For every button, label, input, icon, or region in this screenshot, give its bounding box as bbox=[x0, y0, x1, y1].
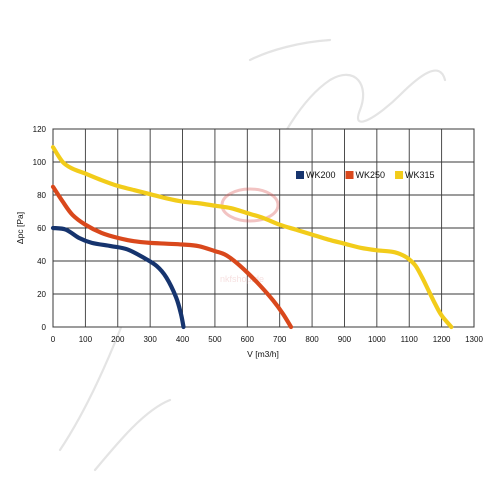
legend-swatch bbox=[296, 171, 304, 179]
legend-label: WK200 bbox=[306, 170, 336, 180]
y-tick-label: 60 bbox=[37, 224, 46, 233]
legend-label: WK315 bbox=[405, 170, 435, 180]
y-tick-label: 40 bbox=[37, 257, 46, 266]
x-tick-label: 300 bbox=[143, 335, 157, 344]
series-lines bbox=[50, 145, 454, 330]
x-tick-label: 1200 bbox=[433, 335, 451, 344]
x-tick-label: 1300 bbox=[465, 335, 483, 344]
y-tick-labels: 0 20 40 60 80 100 120 bbox=[33, 125, 47, 332]
series-line-wk250 bbox=[50, 184, 294, 330]
watermark-text: nkfshop.de bbox=[220, 274, 264, 284]
x-axis-label: V [m3/h] bbox=[247, 349, 279, 359]
y-tick-label: 80 bbox=[37, 191, 46, 200]
x-tick-label: 600 bbox=[241, 335, 255, 344]
x-tick-label: 800 bbox=[305, 335, 319, 344]
series-line-wk315 bbox=[50, 145, 454, 330]
x-tick-label: 200 bbox=[111, 335, 125, 344]
legend: WK200 WK250 WK315 bbox=[296, 170, 435, 180]
legend-swatch bbox=[345, 171, 354, 179]
x-tick-label: 100 bbox=[79, 335, 93, 344]
x-tick-label: 1000 bbox=[368, 335, 386, 344]
x-tick-label: 400 bbox=[176, 335, 190, 344]
y-tick-label: 100 bbox=[33, 158, 47, 167]
x-tick-label: 1100 bbox=[401, 335, 419, 344]
legend-swatch bbox=[395, 171, 404, 179]
series-line-wk200 bbox=[50, 225, 186, 330]
x-tick-label: 0 bbox=[51, 335, 56, 344]
y-tick-label: 0 bbox=[42, 323, 47, 332]
y-tick-label: 20 bbox=[37, 290, 46, 299]
grid bbox=[52, 128, 475, 328]
x-tick-label: 900 bbox=[338, 335, 352, 344]
x-tick-label: 500 bbox=[208, 335, 222, 344]
legend-label: WK250 bbox=[356, 170, 386, 180]
y-tick-label: 120 bbox=[33, 125, 47, 134]
y-axis-label: Δpc [Pa] bbox=[15, 212, 25, 244]
x-tick-label: 700 bbox=[273, 335, 287, 344]
x-tick-labels: 0 100 200 300 400 500 600 700 800 900 1000 1100 1200… bbox=[51, 335, 484, 344]
